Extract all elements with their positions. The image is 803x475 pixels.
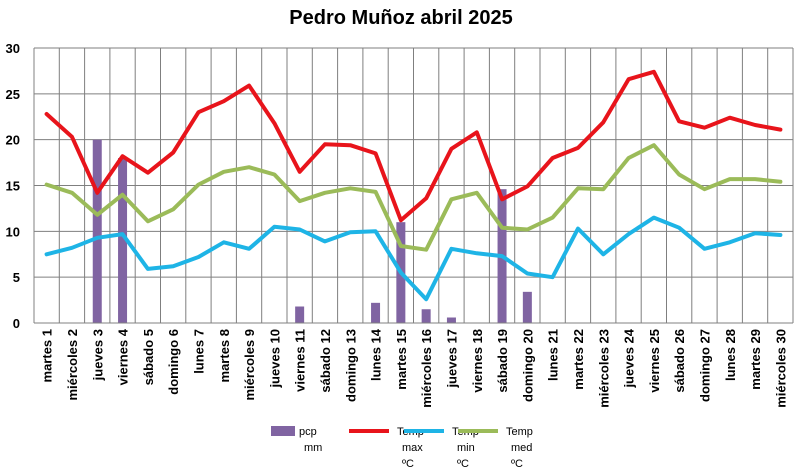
x-tick-label: lunes 14 — [369, 328, 384, 381]
grid-lines — [33, 47, 794, 323]
bar-pcp-mm-20 — [522, 291, 532, 323]
x-tick-label: sábado 12 — [318, 329, 333, 393]
y-tick-label: 0 — [13, 316, 20, 331]
x-tick-label: viernes 4 — [116, 328, 131, 385]
x-tick-label: jueves 24 — [622, 328, 637, 388]
x-tick-label: viernes 18 — [470, 329, 485, 393]
legend-label-pcp-mm: pcp — [299, 426, 317, 438]
x-tick-label: lunes 28 — [723, 329, 738, 381]
legend-label-temp-med-c: ºC — [511, 458, 523, 470]
x-tick-label: jueves 3 — [90, 329, 105, 381]
legend-label-temp-med-c: med — [511, 442, 532, 454]
x-tick-labels: martes 1 miércoles 2 jueves 3 viernes 4 sába… — [40, 328, 789, 408]
legend-marker-pcp-mm — [271, 426, 295, 436]
x-tick-label: martes 1 — [40, 329, 55, 382]
y-tick-labels: 0 5 10 15 20 25 30 — [6, 41, 20, 331]
axes — [33, 48, 793, 324]
legend-label-temp-max-c: max — [402, 442, 423, 454]
x-tick-label: lunes 21 — [546, 329, 561, 381]
legend-label-pcp-mm: mm — [304, 442, 322, 454]
bar-pcp-mm-11 — [295, 306, 305, 323]
x-tick-label: lunes 7 — [191, 329, 206, 374]
legend-label-temp-min-c: ºC — [457, 458, 469, 470]
line-temp-max-c — [44, 69, 783, 223]
legend-label-temp-med-c: Temp — [506, 426, 533, 438]
y-tick-label: 5 — [13, 270, 20, 285]
legend: pcpmmTempmaxºCTempminºCTempmedºC — [271, 426, 533, 470]
y-tick-label: 15 — [6, 179, 20, 194]
x-tick-label: martes 29 — [748, 329, 763, 390]
x-tick-label: miércoles 16 — [419, 329, 434, 408]
legend-label-temp-min-c: min — [457, 442, 475, 454]
bar-pcp-mm-14 — [371, 302, 381, 323]
x-tick-label: sábado 19 — [495, 329, 510, 393]
x-tick-label: domingo 20 — [520, 329, 535, 402]
x-tick-label: martes 22 — [571, 329, 586, 390]
x-tick-label: miércoles 30 — [773, 329, 788, 408]
chart-title: Pedro Muñoz abril 2025 — [289, 7, 512, 29]
y-tick-label: 20 — [6, 133, 20, 148]
x-tick-label: domingo 27 — [697, 329, 712, 402]
x-tick-label: sábado 26 — [672, 329, 687, 393]
y-tick-label: 30 — [6, 41, 20, 56]
x-tick-label: domingo 6 — [166, 329, 181, 395]
x-tick-label: miércoles 2 — [65, 329, 80, 401]
bar-pcp-mm-4 — [118, 158, 128, 323]
x-tick-label: miércoles 23 — [596, 329, 611, 408]
x-tick-label: jueves 10 — [267, 329, 282, 389]
x-tick-label: viernes 25 — [647, 329, 662, 393]
bar-pcp-mm-17 — [446, 317, 456, 323]
x-tick-label: domingo 13 — [343, 329, 358, 402]
x-tick-label: viernes 11 — [293, 329, 308, 392]
x-tick-label: sábado 5 — [141, 329, 156, 385]
x-tick-label: martes 8 — [217, 329, 232, 382]
y-tick-label: 10 — [6, 224, 20, 239]
x-tick-label: martes 15 — [394, 329, 409, 390]
line-temp-med-c — [44, 143, 783, 252]
bar-pcp-mm-3 — [92, 139, 102, 323]
x-tick-label: miércoles 9 — [242, 329, 257, 401]
y-tick-label: 25 — [6, 87, 20, 102]
x-tick-label: jueves 17 — [444, 329, 459, 389]
temperature-lines — [44, 69, 783, 302]
line-temp-min-c — [44, 215, 783, 302]
bar-pcp-mm-16 — [421, 309, 431, 323]
legend-label-temp-max-c: ºC — [402, 458, 414, 470]
